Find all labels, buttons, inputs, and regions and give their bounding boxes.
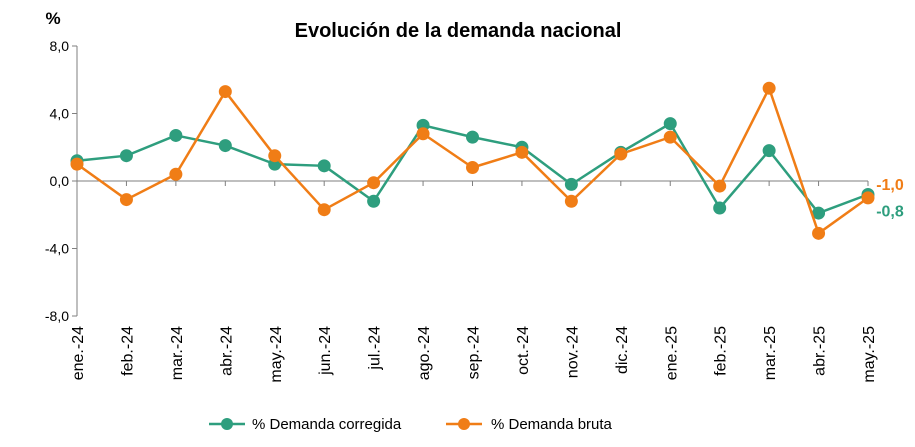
- legend-item: % Demanda bruta: [446, 416, 613, 433]
- y-tick-label: 4,0: [50, 106, 70, 122]
- chart-title: Evolución de la demanda nacional: [295, 20, 622, 42]
- legend-swatch-marker: [221, 418, 233, 430]
- legend: % Demanda corregida % Demanda bruta: [209, 416, 613, 433]
- x-tick-label: sep.-24: [466, 326, 483, 379]
- x-tick-label: jul.-24: [367, 326, 384, 371]
- x-tick-label: ago.-24: [416, 326, 433, 380]
- x-tick-label: abr.-24: [218, 326, 235, 376]
- x-tick-label: mar.-25: [762, 326, 779, 380]
- data-point: [812, 226, 826, 240]
- data-point: [713, 179, 727, 193]
- data-point: [861, 191, 875, 205]
- x-tick-label: nov.-24: [564, 326, 581, 378]
- x-tick-label: feb.-25: [713, 326, 730, 376]
- legend-swatch-marker: [458, 418, 470, 430]
- x-tick-label: may.-24: [268, 326, 285, 383]
- series-line: [76, 86, 869, 235]
- series-demanda-corregida: -0,8: [70, 117, 904, 221]
- x-tick-label: may.-25: [861, 326, 878, 383]
- data-point: [218, 85, 232, 99]
- data-point: [762, 81, 776, 95]
- data-point: [663, 130, 677, 144]
- data-point: [317, 203, 331, 217]
- data-point: [614, 147, 628, 161]
- data-point: [367, 176, 381, 190]
- x-tick-label: abr.-25: [812, 326, 829, 376]
- data-point: [564, 177, 578, 191]
- data-point: [564, 194, 578, 208]
- data-point: [367, 194, 381, 208]
- y-tick-label: 0,0: [50, 173, 70, 189]
- data-point: [169, 167, 183, 181]
- x-tick-label: dic.-24: [614, 326, 631, 374]
- series-demanda-bruta: -1,0: [70, 81, 904, 240]
- y-tick-label: -8,0: [45, 308, 69, 324]
- legend-label: % Demanda bruta: [491, 416, 613, 433]
- legend-item: % Demanda corregida: [209, 416, 402, 433]
- x-tick-label: mar.-24: [169, 326, 186, 380]
- data-point: [218, 139, 232, 153]
- data-point: [466, 161, 479, 174]
- data-point: [119, 193, 133, 207]
- data-point: [713, 201, 727, 215]
- x-tick-label: feb.-24: [119, 326, 136, 376]
- series-layer: -0,8 -1,0: [70, 81, 904, 240]
- data-point: [515, 145, 529, 159]
- y-tick-label: -4,0: [45, 241, 69, 257]
- data-point: [762, 144, 776, 158]
- y-tick-label: 8,0: [50, 38, 70, 54]
- x-tick-label: oct.-24: [515, 326, 532, 375]
- x-tick-label: ene.-25: [663, 326, 680, 380]
- end-value-label: -0,8: [876, 204, 904, 221]
- x-tick-label: ene.-24: [70, 326, 87, 380]
- axes: -8,0 -4,0 0,0 4,0 8,0 ene.-24 feb.-24 mar.-24 ab…: [45, 38, 878, 383]
- y-unit-label: %: [45, 9, 60, 28]
- data-point: [70, 157, 84, 171]
- data-point: [663, 117, 677, 131]
- x-tick-label: jun.-24: [317, 326, 334, 376]
- data-point: [268, 149, 282, 163]
- data-point: [169, 128, 183, 142]
- data-point: [119, 149, 133, 163]
- end-value-label: -1,0: [876, 177, 904, 194]
- data-point: [416, 127, 430, 141]
- legend-label: % Demanda corregida: [252, 416, 402, 433]
- data-point: [466, 130, 479, 144]
- data-point: [317, 159, 331, 173]
